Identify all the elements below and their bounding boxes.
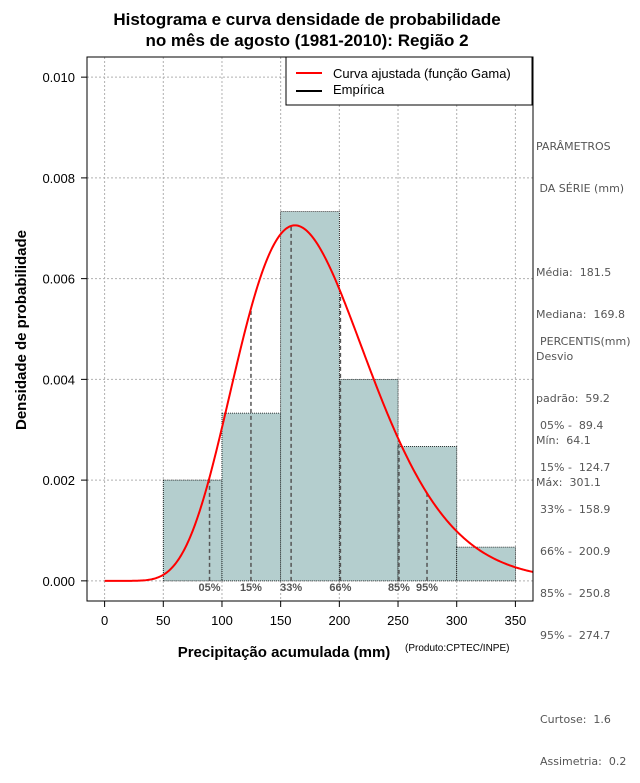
params-panel: PARÂMETROS DA SÉRIE (mm) Média: 181.5 Me… [536, 112, 625, 504]
percentil-05: 05% - 89.4 [540, 419, 604, 432]
params-title-1: PARÂMETROS [536, 140, 611, 153]
percentile-label-3: 66% [329, 582, 351, 594]
percentile-label-2: 33% [280, 582, 302, 594]
percentis-panel: PERCENTIS(mm) 05% - 89.4 15% - 124.7 33%… [540, 307, 631, 783]
legend-box [285, 56, 533, 106]
credit-label: (Produto:CPTEC/INPE) [405, 643, 509, 654]
x-tick-label-3: 150 [270, 613, 292, 628]
percentil-95: 95% - 274.7 [540, 629, 611, 642]
percentile-label-1: 15% [240, 582, 262, 594]
percentil-85: 85% - 250.8 [540, 587, 611, 600]
x-tick-label-1: 50 [156, 613, 170, 628]
percentile-markers: 05% 15% 33% 66% 85% 95% [199, 225, 438, 594]
percentile-label-0: 05% [199, 582, 221, 594]
x-tick-label-0: 0 [101, 613, 108, 628]
x-tick-label-4: 200 [328, 613, 350, 628]
legend-label-curve: Curva ajustada (função Gama) [333, 66, 511, 81]
stat-padrao: padrão: 59.2 [536, 392, 610, 405]
stat-min: Mín: 64.1 [536, 434, 591, 447]
stat-media: Média: 181.5 [536, 266, 612, 279]
x-tick-label-7: 350 [505, 613, 527, 628]
x-axis-ticks: 0 50 100 150 200 250 300 350 [101, 601, 526, 628]
chart-title-line2: no mês de agosto (1981-2010): Região 2 [145, 31, 468, 50]
y-axis-label: Densidade de probabilidade [13, 230, 30, 430]
histogram-bar-3 [338, 378, 399, 582]
percentil-15: 15% - 124.7 [540, 461, 611, 474]
histogram-bar-1 [221, 412, 282, 582]
x-axis-label: Precipitação acumulada (mm) [178, 644, 391, 660]
y-tick-label-0: 0.000 [42, 574, 75, 589]
histogram-bars [162, 211, 516, 582]
params-title-2: DA SÉRIE (mm) [536, 182, 625, 195]
x-tick-label-2: 100 [211, 613, 233, 628]
y-tick-label-1: 0.002 [42, 473, 75, 488]
percentil-33: 33% - 158.9 [540, 503, 611, 516]
histogram-chart: Histograma e curva densidade de probabil… [13, 10, 534, 660]
percentile-label-5: 95% [416, 582, 438, 594]
y-tick-label-2: 0.004 [42, 372, 75, 387]
stat-curtose: Curtose: 1.6 [540, 713, 611, 726]
y-axis-ticks: 0.000 0.002 0.004 0.006 0.008 0.010 [42, 70, 87, 589]
legend-label-empirical: Empírica [333, 82, 385, 97]
stat-mediana: Mediana: 169.8 [536, 308, 625, 321]
chart-title-line1: Histograma e curva densidade de probabil… [113, 10, 500, 29]
stat-max: Máx: 301.1 [536, 476, 601, 489]
x-tick-label-5: 250 [387, 613, 409, 628]
y-tick-label-3: 0.006 [42, 272, 75, 287]
stat-assimetria: Assimetria: 0.2 [540, 755, 627, 768]
x-tick-label-6: 300 [446, 613, 468, 628]
y-tick-label-5: 0.010 [42, 70, 75, 85]
stat-desvio: Desvio [536, 350, 574, 363]
legend: Curva ajustada (função Gama) Empírica [285, 56, 533, 106]
gamma-curve [104, 224, 534, 582]
percentile-label-4: 85% [388, 582, 410, 594]
histogram-bar-4 [397, 445, 458, 582]
percentis-title: PERCENTIS(mm) [540, 335, 631, 348]
y-tick-label-4: 0.008 [42, 171, 75, 186]
percentil-66: 66% - 200.9 [540, 545, 611, 558]
